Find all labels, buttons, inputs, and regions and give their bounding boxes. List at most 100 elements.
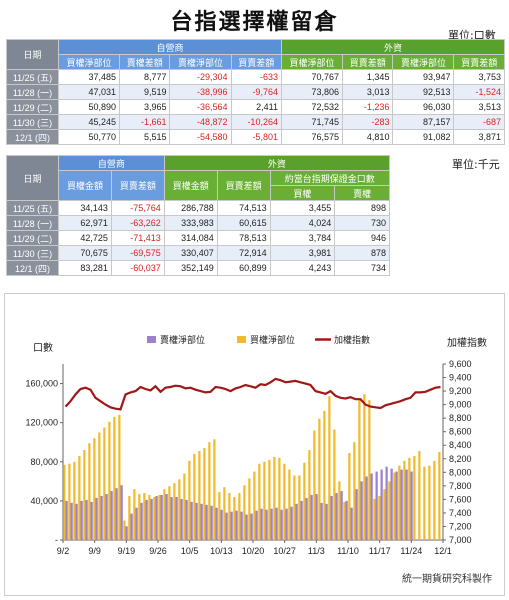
bar-calls: [78, 455, 81, 540]
bar-calls: [143, 493, 146, 540]
value-cell: 78,513: [216, 230, 271, 246]
right-tick-label: 9,400: [449, 373, 472, 383]
bar-puts: [260, 508, 263, 540]
value-cell: -63,262: [110, 215, 165, 231]
value-cell: 4,024: [269, 215, 336, 231]
bar-puts: [300, 500, 303, 540]
bar-calls: [198, 451, 201, 540]
value-cell: -283: [341, 114, 394, 130]
right-tick-label: 8,400: [449, 440, 472, 450]
right-tick-label: 9,200: [449, 386, 472, 396]
bar-puts: [220, 509, 223, 540]
bar-puts: [350, 507, 353, 540]
table-row: 11/30 (三) 45,245 -1,661 -48,872 -10,264 71,74…: [6, 114, 505, 130]
x-tick-label: 11/17: [369, 546, 391, 556]
left-tick-label: 40,000: [30, 496, 58, 506]
col-header: 賣權淨部位: [169, 54, 232, 70]
value-cell: 72,914: [216, 245, 271, 261]
bar-puts: [90, 501, 93, 540]
value-cell: -1,661: [119, 114, 171, 130]
x-tick-label: 11/3: [308, 546, 325, 556]
bar-puts: [175, 496, 178, 540]
bar-calls: [138, 494, 141, 540]
bar-calls: [233, 496, 236, 540]
index-line: [64, 377, 441, 411]
bar-puts: [390, 468, 393, 540]
value-cell: 878: [334, 245, 390, 261]
value-cell: 62,971: [58, 215, 112, 231]
value-cell: 3,981: [269, 245, 336, 261]
bar-puts: [110, 491, 113, 540]
bar-calls: [378, 496, 381, 540]
bar-puts: [105, 494, 108, 540]
date-cell: 12/1 (四): [6, 260, 59, 276]
bar-puts: [310, 495, 313, 540]
bar-puts: [120, 485, 123, 540]
value-cell: 3,871: [453, 129, 505, 145]
right-tick-label: 8,200: [449, 454, 472, 464]
bar-calls: [83, 450, 86, 540]
options-chart: - 40,000 80,000 120,000 160,000 7,000 7,200 7,4…: [25, 334, 487, 556]
bar-puts: [180, 498, 183, 540]
table-row: 11/30 (三) 70,675 -69,575 330,407 72,914 3,981…: [6, 245, 390, 261]
bar-puts: [345, 500, 348, 540]
bar-calls: [213, 439, 216, 540]
bar-puts: [225, 512, 228, 540]
table1-unit: 單位:口數: [448, 29, 496, 42]
bar-calls: [273, 456, 276, 540]
bar-puts: [285, 508, 288, 540]
bar-calls: [288, 469, 291, 540]
col-header: 買權金額: [58, 170, 112, 201]
date-cell: 11/28 (一): [6, 215, 59, 231]
bar-calls: [358, 398, 361, 540]
value-cell: -29,304: [169, 69, 232, 85]
date-cell: 11/25 (五): [6, 69, 59, 85]
left-tick-label: 160,000: [25, 379, 58, 389]
right-axis-label: 加權指數: [447, 336, 487, 349]
value-cell: 37,485: [57, 69, 121, 85]
bar-calls: [208, 442, 211, 540]
value-cell: 8,777: [119, 69, 171, 85]
col-header: 買權淨部位: [57, 54, 121, 70]
bar-puts: [360, 481, 363, 540]
bar-calls: [243, 485, 246, 540]
date-cell: 11/29 (二): [6, 99, 59, 115]
col-header: 買權金額: [163, 170, 218, 201]
bar-puts: [280, 509, 283, 540]
bar-puts: [195, 502, 198, 540]
col-header: 買賣差額: [230, 54, 282, 70]
x-tick-label: 10/13: [210, 546, 233, 556]
col-header: 賣權差額: [119, 54, 171, 70]
bar-puts: [305, 497, 308, 540]
bar-calls: [168, 486, 171, 540]
value-cell: 4,243: [269, 260, 336, 276]
bar-puts: [380, 469, 383, 540]
bar-calls: [118, 414, 121, 540]
bar-calls: [248, 478, 251, 540]
x-tick-label: 9/19: [118, 546, 136, 556]
table-row: 11/25 (五) 37,485 8,777 -29,304 -633 70,767 1,3…: [6, 69, 505, 85]
value-cell: 73,806: [280, 84, 343, 100]
bar-puts: [115, 488, 118, 540]
value-cell: 333,983: [163, 215, 218, 231]
bar-puts: [135, 507, 138, 540]
bar-calls: [93, 438, 96, 540]
value-cell: -1,236: [341, 99, 394, 115]
bar-calls: [63, 464, 66, 540]
value-cell: -5,801: [230, 129, 282, 145]
value-cell: 3,013: [341, 84, 394, 100]
value-cell: 1,345: [341, 69, 394, 85]
value-cell: 286,788: [163, 200, 218, 216]
table-row: 12/1 (四) 50,770 5,515 -54,580 -5,801 76,575 4,…: [6, 129, 505, 145]
chart-frame: - 40,000 80,000 120,000 160,000 7,000 7,200 7,4…: [4, 293, 505, 596]
bar-calls: [388, 481, 391, 540]
value-cell: 2,411: [230, 99, 282, 115]
bar-puts: [205, 504, 208, 540]
bar-calls: [293, 475, 296, 540]
bar-calls: [408, 457, 411, 540]
value-cell: 76,575: [280, 129, 343, 145]
value-cell: 3,965: [119, 99, 171, 115]
bar-calls: [188, 460, 191, 540]
legend-label: 賣權淨部位: [160, 334, 205, 345]
table-row: 11/28 (一) 47,031 9,519 -38,996 -9,764 73,806 3…: [6, 84, 505, 100]
